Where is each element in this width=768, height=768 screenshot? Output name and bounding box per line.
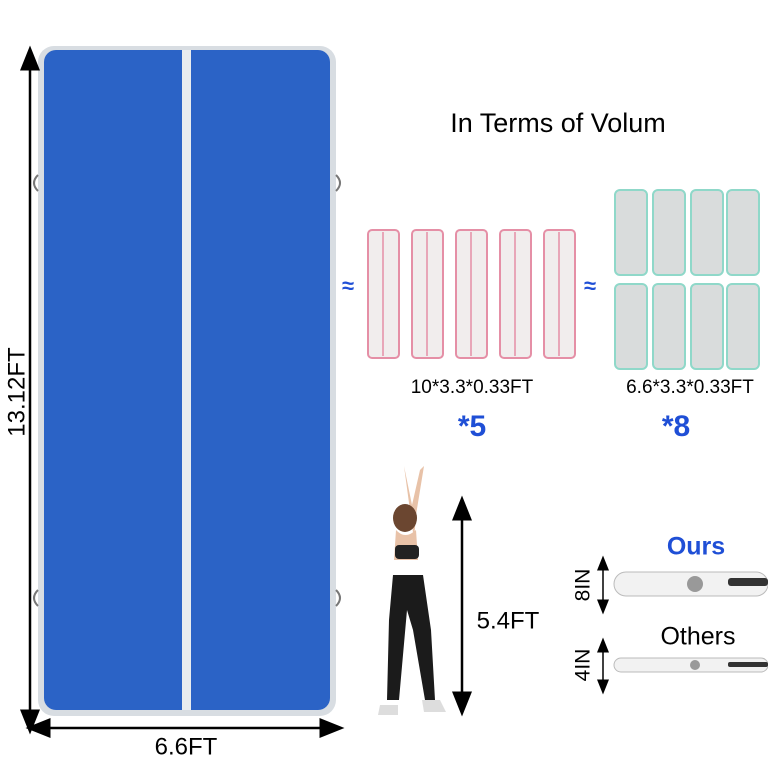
option-count: *8 xyxy=(662,410,690,443)
air-mat xyxy=(33,46,341,716)
option-size: 6.6*3.3*0.33FT xyxy=(626,377,754,398)
option-count: *5 xyxy=(458,410,486,443)
pink-mats xyxy=(367,229,576,359)
approx-symbol: ≈ xyxy=(342,273,354,298)
others-profile xyxy=(613,657,768,673)
ours-profile xyxy=(613,571,768,597)
comparison-title: In Terms of Volum xyxy=(450,108,666,138)
ours-label: Ours xyxy=(667,533,725,561)
person-height-label: 5.4FT xyxy=(477,607,540,634)
approx-symbol: ≈ xyxy=(584,273,596,298)
others-thickness: 4IN xyxy=(572,649,595,682)
person xyxy=(378,466,446,715)
mat-width-label: 6.6FT xyxy=(155,733,218,760)
mat-height-label: 13.12FT xyxy=(3,347,30,437)
others-label: Others xyxy=(660,623,735,651)
option-size: 10*3.3*0.33FT xyxy=(411,377,534,398)
green-mats xyxy=(614,189,760,370)
ours-thickness: 8IN xyxy=(572,569,595,602)
